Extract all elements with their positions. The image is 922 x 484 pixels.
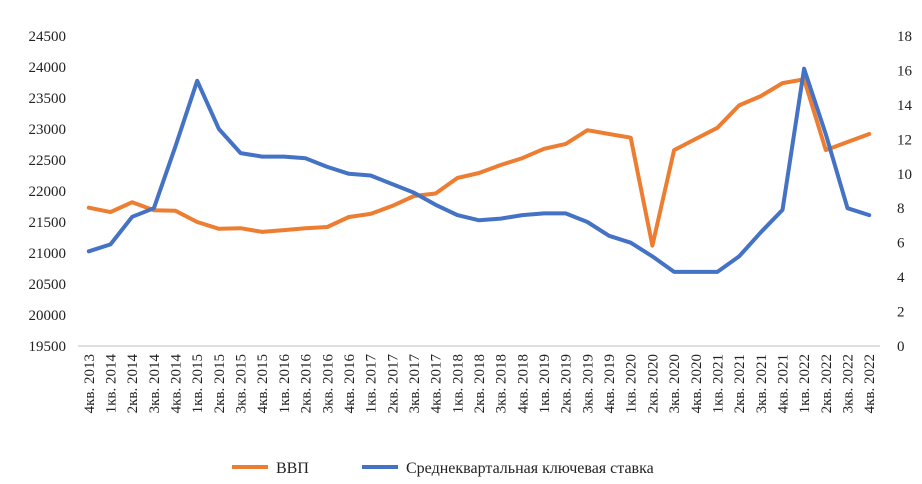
x-tick-label: 1кв. 2021 [710, 354, 726, 413]
legend: ВВП Среднеквартальная ключевая ставка [232, 460, 654, 477]
y-axis-right: 0 2 4 6 8 10 12 14 16 18 [897, 29, 913, 355]
x-tick-label: 2кв. 2017 [385, 354, 401, 414]
x-tick-label: 4кв. 2022 [862, 354, 878, 413]
y-right-tick-label: 18 [897, 29, 912, 45]
y-left-tick-label: 24500 [29, 29, 67, 45]
x-tick-label: 3кв. 2022 [840, 354, 856, 413]
y-right-tick-label: 6 [897, 236, 905, 252]
x-tick-label: 4кв. 2019 [602, 354, 618, 413]
x-tick-label: 2кв. 2018 [472, 354, 488, 413]
x-tick-label: 2кв. 2022 [819, 354, 835, 413]
y-left-tick-label: 22000 [29, 184, 67, 200]
y-left-tick-label: 20500 [29, 277, 67, 293]
x-tick-label: 2кв. 2015 [212, 354, 228, 413]
x-tick-label: 4кв. 2014 [169, 354, 185, 414]
y-right-tick-label: 4 [897, 270, 905, 286]
y-left-tick-label: 21000 [29, 246, 67, 262]
x-tick-label: 3кв. 2015 [234, 354, 250, 413]
x-tick-label: 3кв. 2020 [667, 354, 683, 413]
x-tick-label: 4кв. 2017 [429, 354, 445, 414]
x-tick-label: 1кв. 2017 [364, 354, 380, 414]
x-tick-label: 1кв. 2018 [450, 354, 466, 413]
x-tick-label: 1кв. 2016 [277, 354, 293, 414]
y-right-tick-label: 12 [897, 132, 912, 148]
x-tick-label: 4кв. 2015 [255, 354, 271, 413]
legend-label-key-rate: Среднеквартальная ключевая ставка [406, 460, 654, 477]
y-right-tick-label: 2 [897, 305, 905, 321]
y-right-tick-label: 8 [897, 201, 905, 217]
legend-label-gdp: ВВП [276, 460, 309, 477]
y-left-tick-label: 20000 [29, 308, 67, 324]
x-tick-label: 4кв. 2020 [689, 354, 705, 413]
y-left-tick-label: 22500 [29, 153, 67, 169]
y-right-tick-label: 10 [897, 167, 912, 183]
y-right-tick-label: 16 [897, 63, 913, 79]
x-tick-label: 3кв. 2017 [407, 354, 423, 414]
x-tick-label: 2кв. 2021 [732, 354, 748, 413]
x-tick-label: 4кв. 2013 [82, 354, 98, 413]
y-right-tick-label: 14 [897, 98, 913, 114]
y-axis-left: 19500 20000 20500 21000 21500 22000 22500 23000… [29, 29, 67, 355]
y-left-tick-label: 21500 [29, 215, 67, 231]
y-left-tick-label: 23000 [29, 122, 67, 138]
x-axis: 4кв. 2013 1кв. 2014 2кв. 2014 3кв. 2014 4кв.… [82, 354, 878, 414]
x-tick-label: 1кв. 2015 [190, 354, 206, 413]
x-tick-label: 4кв. 2016 [342, 354, 358, 414]
x-tick-label: 2кв. 2016 [299, 354, 315, 414]
y-right-tick-label: 0 [897, 339, 905, 355]
x-tick-label: 3кв. 2021 [754, 354, 770, 413]
x-tick-label: 2кв. 2019 [559, 354, 575, 413]
x-tick-label: 4кв. 2021 [775, 354, 791, 413]
x-tick-label: 1кв. 2019 [537, 354, 553, 413]
x-tick-label: 2кв. 2020 [645, 354, 661, 413]
y-left-tick-label: 23500 [29, 91, 67, 107]
x-tick-label: 1кв. 2014 [104, 354, 120, 414]
x-tick-label: 4кв. 2018 [515, 354, 531, 413]
x-tick-label: 1кв. 2022 [797, 354, 813, 413]
series-lines [86, 66, 872, 274]
x-tick-label: 3кв. 2014 [147, 354, 163, 414]
x-tick-label: 1кв. 2020 [624, 354, 640, 413]
y-left-tick-label: 24000 [29, 60, 67, 76]
x-tick-label: 3кв. 2018 [494, 354, 510, 413]
y-left-tick-label: 19500 [29, 339, 67, 355]
x-tick-label: 2кв. 2014 [125, 354, 141, 414]
x-tick-label: 3кв. 2019 [580, 354, 596, 413]
x-tick-label: 3кв. 2016 [320, 354, 336, 414]
